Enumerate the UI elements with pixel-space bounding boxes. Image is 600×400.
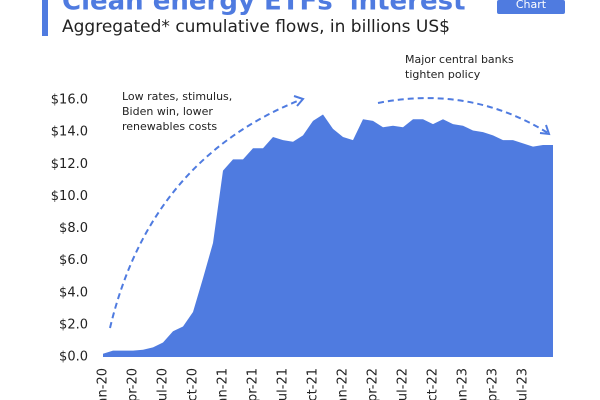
- x-tick-label: Apr-21: [246, 368, 261, 400]
- x-tick-label: Apr-20: [126, 368, 141, 400]
- x-tick-label: Oct-21: [306, 368, 321, 400]
- y-tick-label: $0.0: [59, 350, 88, 365]
- y-tick-label: $14.0: [51, 125, 88, 140]
- annotation: tighten policy: [405, 68, 481, 81]
- x-tick-label: Apr-23: [486, 368, 501, 400]
- x-tick-label: Oct-22: [426, 368, 441, 400]
- arrow: [377, 97, 549, 134]
- annotation: Biden win, lower: [122, 105, 213, 118]
- y-tick-label: $16.0: [51, 93, 88, 108]
- arrow-head: [293, 95, 305, 107]
- badge: Chart: [516, 0, 547, 11]
- x-tick-label: Jan-21: [216, 368, 231, 400]
- arrow-head: [539, 124, 551, 136]
- subtitle: Aggregated* cumulative flows, in billion…: [62, 17, 450, 37]
- x-tick-label: Jan-20: [96, 368, 111, 400]
- title-bar: [42, 0, 48, 36]
- y-tick-label: $6.0: [59, 253, 88, 268]
- x-tick-label: Jul-22: [396, 368, 411, 400]
- annotation: Low rates, stimulus,: [122, 90, 232, 103]
- y-tick-label: $12.0: [51, 157, 88, 172]
- x-tick-label: Jan-23: [456, 368, 471, 400]
- y-tick-label: $10.0: [51, 189, 88, 204]
- area: [103, 114, 553, 357]
- x-tick-label: Jul-20: [156, 368, 171, 400]
- chart-title: Clean energy ETFs' interest: [62, 0, 466, 17]
- y-tick-label: $8.0: [59, 221, 88, 236]
- x-tick-label: Oct-20: [186, 368, 201, 400]
- x-tick-label: Apr-22: [366, 368, 381, 400]
- x-tick-label: Jul-21: [276, 368, 291, 400]
- x-tick-label: Jan-22: [336, 368, 351, 400]
- x-tick-label: Jul-23: [516, 368, 531, 400]
- annotation: Major central banks: [405, 53, 514, 66]
- y-tick-label: $2.0: [59, 317, 88, 332]
- y-tick-label: $4.0: [59, 285, 88, 300]
- badge-box: [497, 0, 565, 14]
- annotation: renewables costs: [122, 120, 217, 133]
- arrow: [109, 99, 301, 329]
